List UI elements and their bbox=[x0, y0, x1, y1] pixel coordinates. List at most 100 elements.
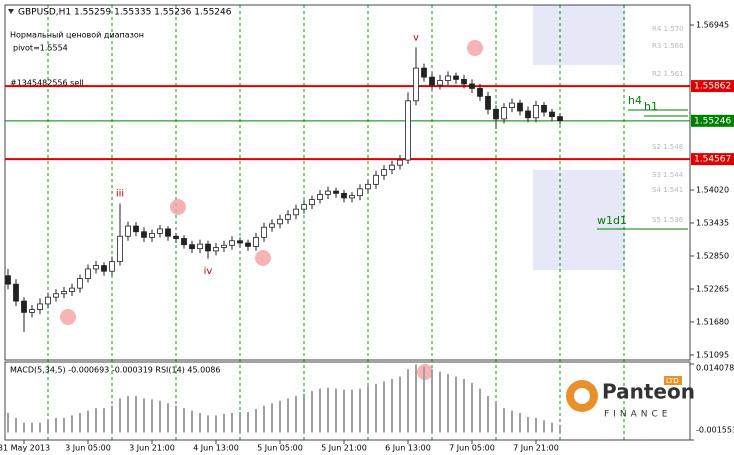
candle-body bbox=[445, 75, 451, 81]
candle-body bbox=[21, 300, 27, 313]
time-grid bbox=[47, 5, 625, 440]
x-tick-label: 3 Jun 05:00 bbox=[65, 444, 111, 453]
main-frame bbox=[4, 4, 691, 361]
macd-bar bbox=[519, 413, 521, 433]
macd-bar bbox=[7, 413, 9, 433]
candle-body bbox=[45, 296, 51, 305]
x-tick-label: 4 Jun 13:00 bbox=[193, 444, 239, 453]
macd-bar bbox=[447, 374, 449, 433]
candle-body bbox=[501, 107, 507, 120]
annotation: Нормальный ценовой диапазон bbox=[10, 31, 144, 40]
pivot-label: R3 1.566 bbox=[652, 42, 684, 50]
macd-bar bbox=[303, 393, 305, 433]
macd-bar bbox=[287, 398, 289, 433]
macd-bar bbox=[535, 417, 537, 433]
zone bbox=[533, 170, 625, 270]
candle-body bbox=[437, 80, 443, 86]
candle-body bbox=[245, 242, 251, 247]
macd-bar bbox=[431, 369, 433, 433]
macd-bar bbox=[263, 405, 265, 433]
annotation: pivot=1.5554 bbox=[13, 44, 68, 53]
zone-label: h4 bbox=[628, 94, 642, 107]
level-tag bbox=[691, 153, 734, 166]
chart-title: GBPUSD,H1 1.55259 1.55335 1.55236 1.5524… bbox=[18, 8, 232, 18]
candle-body bbox=[421, 67, 427, 78]
macd-bar bbox=[455, 376, 457, 433]
macd-bar bbox=[351, 389, 353, 433]
candle-body bbox=[533, 104, 539, 119]
candle-body bbox=[461, 79, 467, 85]
macd-bar bbox=[191, 410, 193, 433]
candle-body bbox=[133, 225, 139, 233]
candle-body bbox=[69, 287, 75, 292]
candle-body bbox=[5, 275, 11, 285]
macd-bar bbox=[143, 398, 145, 433]
candle-body bbox=[229, 240, 235, 246]
macd-bar bbox=[471, 382, 473, 433]
logo-tag: LTD bbox=[666, 377, 679, 385]
candle-body bbox=[429, 76, 435, 86]
candle-body bbox=[357, 188, 363, 197]
macd-bar bbox=[87, 410, 89, 433]
x-tick-label: 7 Jun 05:00 bbox=[449, 444, 495, 453]
candle-body bbox=[237, 240, 243, 244]
highlights bbox=[60, 40, 483, 380]
candle-body bbox=[165, 228, 171, 237]
wave-label: iii bbox=[116, 189, 124, 200]
candle-body bbox=[397, 159, 403, 166]
pivot-label: S4 1.541 bbox=[652, 186, 683, 194]
level-label: 1.55246 bbox=[694, 116, 731, 126]
candle-body bbox=[277, 218, 283, 225]
pivot-label: S5 1.536 bbox=[652, 216, 684, 224]
candle-body bbox=[101, 265, 107, 272]
candle-body bbox=[317, 194, 323, 200]
macd-bar bbox=[503, 408, 505, 433]
macd-bar bbox=[487, 395, 489, 433]
macd-bar bbox=[223, 413, 225, 433]
candle-body bbox=[557, 116, 563, 121]
x-tick-label: 7 Jun 21:00 bbox=[513, 444, 559, 453]
candle-body bbox=[485, 95, 491, 110]
macd-bar bbox=[95, 408, 97, 433]
logo-mark bbox=[574, 388, 590, 404]
candle-body bbox=[205, 243, 211, 252]
y-tick-label: 1.52265 bbox=[696, 284, 729, 293]
macd-bar bbox=[231, 413, 233, 433]
candle-body bbox=[253, 236, 259, 247]
macd-bar bbox=[367, 386, 369, 433]
macd-bar bbox=[359, 388, 361, 433]
x-tick-label: 31 May 2013 bbox=[0, 444, 50, 453]
candle-body bbox=[493, 108, 499, 120]
macd-bar bbox=[183, 408, 185, 433]
macd-bar bbox=[511, 410, 513, 433]
candle-body bbox=[109, 261, 115, 272]
macd-bar bbox=[543, 420, 545, 433]
macd-bar bbox=[79, 413, 81, 433]
macd-bar bbox=[383, 381, 385, 433]
y-tick-label: 1.52850 bbox=[696, 251, 729, 260]
candle-body bbox=[181, 238, 187, 246]
macd-bar bbox=[167, 403, 169, 433]
logo-tag-bg bbox=[664, 376, 682, 385]
wave-label: iv bbox=[204, 266, 213, 277]
macd-bar bbox=[527, 416, 529, 433]
macd-bar bbox=[295, 395, 297, 433]
macd-bar bbox=[103, 408, 105, 433]
candle-body bbox=[285, 214, 291, 220]
macd-bar bbox=[71, 415, 73, 433]
macd-bar bbox=[39, 422, 41, 433]
candle-body bbox=[157, 228, 163, 234]
macd-bar bbox=[23, 422, 25, 433]
candle-body bbox=[541, 104, 547, 113]
candle-body bbox=[29, 309, 35, 313]
y-tick-label: 1.54020 bbox=[696, 185, 729, 194]
macd-bar bbox=[111, 405, 113, 433]
macd-bar bbox=[151, 399, 153, 433]
annotation: #1345482556 sell bbox=[10, 79, 84, 88]
macd-bar bbox=[175, 405, 177, 433]
macd-bar bbox=[319, 388, 321, 433]
x-tick-label: 5 Jun 21:00 bbox=[321, 444, 367, 453]
zone-label: h1 bbox=[644, 100, 658, 113]
candle-body bbox=[293, 208, 299, 216]
macd-bar bbox=[207, 415, 209, 433]
